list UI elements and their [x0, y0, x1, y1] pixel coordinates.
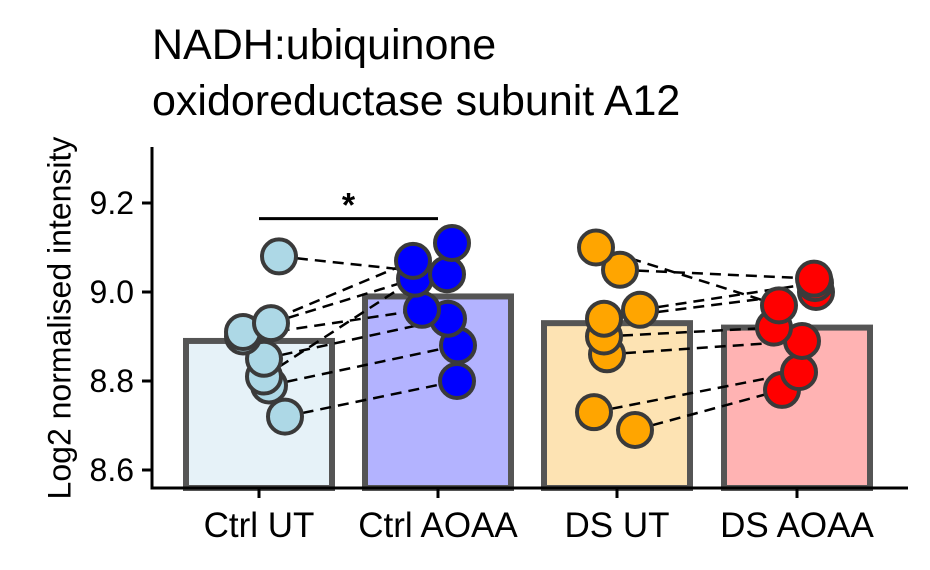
data-point [762, 288, 796, 322]
x-tick-label: DS AOAA [720, 506, 874, 545]
data-point [430, 257, 464, 291]
data-point [577, 395, 611, 429]
data-point [405, 293, 439, 327]
data-point [262, 239, 296, 273]
data-point [440, 364, 474, 398]
pair-line [620, 270, 814, 279]
y-tick-label: 8.6 [90, 452, 134, 488]
x-tick-label: DS UT [565, 506, 670, 545]
y-tick-label: 9.2 [90, 185, 134, 221]
data-point [587, 302, 621, 336]
data-point [396, 244, 430, 278]
significance-label: * [342, 187, 356, 225]
data-point [623, 293, 657, 327]
data-point [254, 306, 288, 340]
y-tick-label: 8.8 [90, 363, 134, 399]
y-tick-label: 9.0 [90, 274, 134, 310]
x-tick-label: Ctrl AOAA [358, 506, 518, 545]
data-point [579, 231, 613, 265]
x-tick-label: Ctrl UT [204, 506, 315, 545]
data-point [268, 400, 302, 434]
data-point [435, 226, 469, 260]
data-point [797, 262, 831, 296]
data-point [782, 355, 816, 389]
data-point [618, 413, 652, 447]
